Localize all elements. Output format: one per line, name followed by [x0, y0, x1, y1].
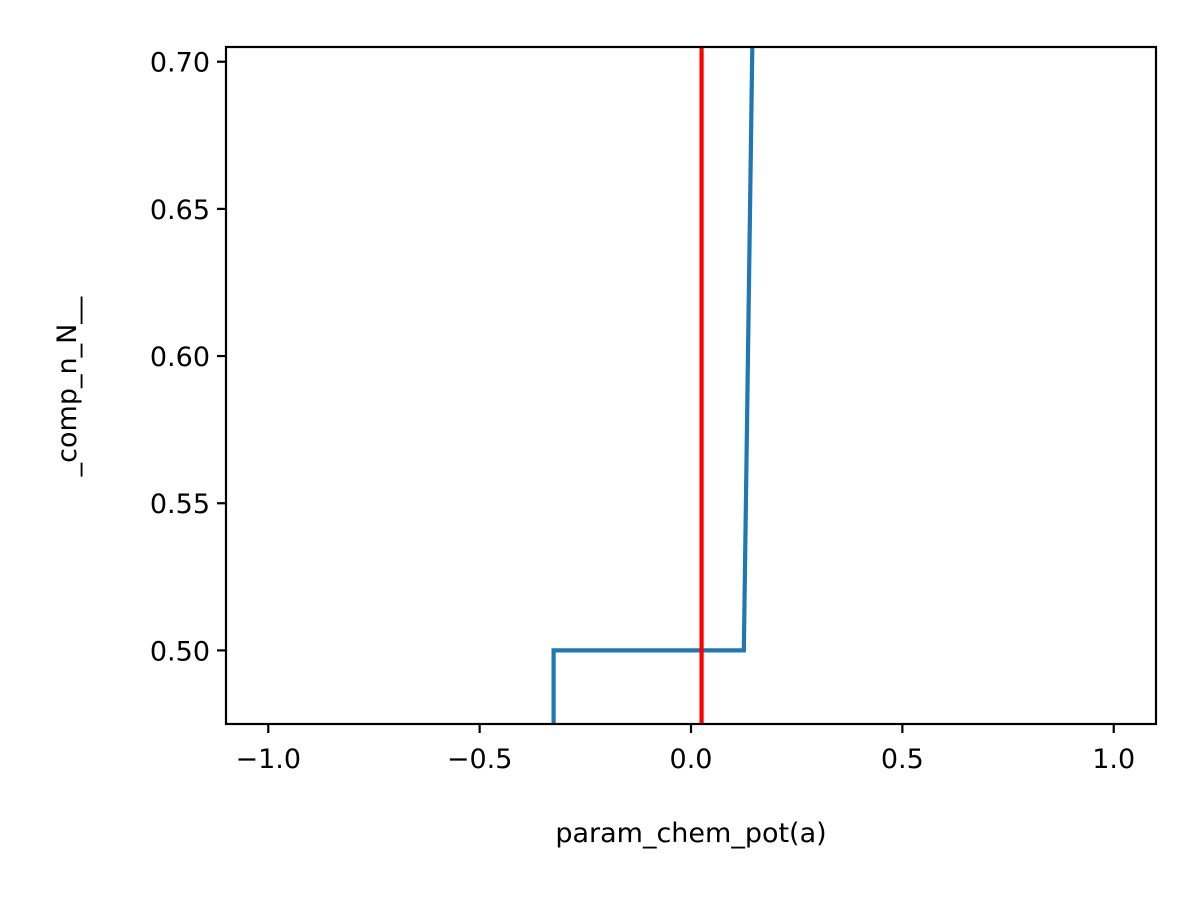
x-tick-label: 1.0 [1092, 744, 1135, 775]
y-tick-label: 0.55 [150, 489, 210, 520]
x-tick-label: −1.0 [235, 744, 301, 775]
plot-area [224, 45, 1158, 726]
x-tick-label: 0.5 [881, 744, 924, 775]
y-axis-label: _comp_n_N__ [52, 296, 83, 477]
y-tick-label: 0.60 [150, 342, 210, 373]
x-tick-label: −0.5 [447, 744, 513, 775]
x-axis-ticks: −1.0 −0.5 0.0 0.5 1.0 [235, 724, 1135, 775]
y-tick-label: 0.65 [150, 195, 210, 226]
y-axis-ticks: 0.50 0.55 0.60 0.65 0.70 [150, 48, 226, 667]
plot-frame [224, 45, 1158, 726]
x-axis-label: param_chem_pot(a) [555, 818, 826, 849]
y-tick-label: 0.50 [150, 636, 210, 667]
y-tick-label: 0.70 [150, 48, 210, 79]
x-tick-label: 0.0 [670, 744, 713, 775]
series-line-1 [551, 47, 755, 724]
